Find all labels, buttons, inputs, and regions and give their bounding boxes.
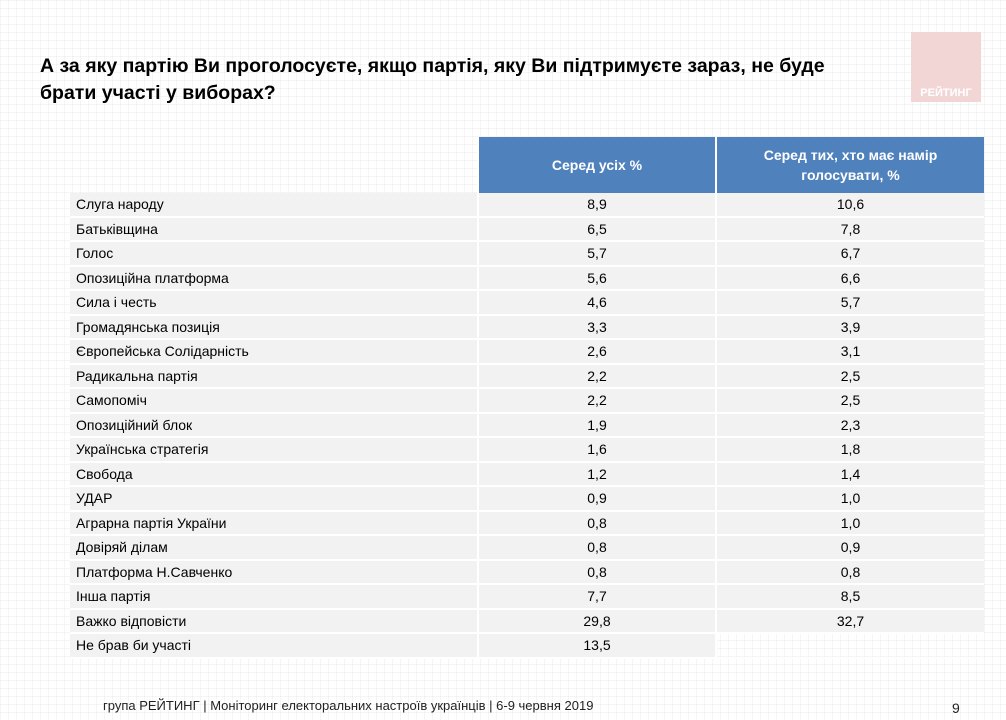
party-name: Важко відповісти [70,608,478,634]
value-all: 1,9 [477,412,716,438]
value-voters: 8,5 [715,584,984,610]
value-all: 2,2 [477,363,716,389]
table-row: Слуга народу 8,9 10,6 [70,193,984,218]
table-row: Свобода 1,2 1,4 [70,461,984,487]
table-row: Голос 5,7 6,7 [70,241,984,267]
table-row: Інша партія 7,7 8,5 [70,584,984,610]
party-name: Довіряй ділам [70,535,478,561]
value-voters [715,633,984,659]
value-voters: 0,8 [715,559,984,585]
value-voters: 6,6 [715,265,984,291]
party-name: Сила і честь [70,290,478,316]
value-all: 5,6 [477,265,716,291]
value-all: 1,6 [477,437,716,463]
value-all: 4,6 [477,290,716,316]
page-title: А за яку партію Ви проголосуєте, якщо па… [40,55,825,104]
table-row: Самопоміч 2,2 2,5 [70,388,984,414]
value-all: 0,8 [477,559,716,585]
party-name: Українська стратегія [70,437,478,463]
table-row: Не брав би участі 13,5 [70,633,984,659]
value-all: 0,9 [477,486,716,512]
value-all: 5,7 [477,241,716,267]
table-row: Аграрна партія України 0,8 1,0 [70,510,984,536]
table-row: Радикальна партія 2,2 2,5 [70,363,984,389]
table-row: Батьківщина 6,5 7,8 [70,216,984,242]
table-row: Сила і честь 4,6 5,7 [70,290,984,316]
table-row: Платформа Н.Савченко 0,8 0,8 [70,559,984,585]
value-voters: 2,3 [715,412,984,438]
results-table: Серед усіх % Серед тих, хто має намір го… [70,137,984,659]
rating-logo: РЕЙТИНГ [911,32,981,102]
value-all: 8,9 [477,193,716,218]
value-all: 3,3 [477,314,716,340]
party-name: Самопоміч [70,388,478,414]
party-name: Радикальна партія [70,363,478,389]
party-name: Опозиційний блок [70,412,478,438]
table-row: Європейська Солідарність 2,6 3,1 [70,339,984,365]
value-all: 0,8 [477,510,716,536]
table-row: УДАР 0,9 1,0 [70,486,984,512]
value-voters: 1,8 [715,437,984,463]
value-voters: 0,9 [715,535,984,561]
value-all: 13,5 [477,633,716,659]
party-name: Голос [70,241,478,267]
footer: група РЕЙТИНГ | Моніторинг електоральних… [103,698,594,713]
value-voters: 1,0 [715,486,984,512]
value-voters: 3,1 [715,339,984,365]
value-voters: 10,6 [715,193,984,218]
party-name: Інша партія [70,584,478,610]
value-all: 0,8 [477,535,716,561]
party-name: Опозиційна платформа [70,265,478,291]
table-row: Опозиційний блок 1,9 2,3 [70,412,984,438]
value-voters: 1,4 [715,461,984,487]
value-voters: 3,9 [715,314,984,340]
table-row: Громадянська позиція 3,3 3,9 [70,314,984,340]
table-row: Українська стратегія 1,6 1,8 [70,437,984,463]
value-voters: 5,7 [715,290,984,316]
party-name: Європейська Солідарність [70,339,478,365]
value-all: 1,2 [477,461,716,487]
party-name: Батьківщина [70,216,478,242]
value-voters: 2,5 [715,363,984,389]
value-voters: 2,5 [715,388,984,414]
party-name: Платформа Н.Савченко [70,559,478,585]
value-voters: 7,8 [715,216,984,242]
logo-text: РЕЙТИНГ [920,87,972,99]
party-name: Аграрна партія України [70,510,478,536]
table-row: Важко відповісти 29,8 32,7 [70,608,984,634]
table-row: Довіряй ділам 0,8 0,9 [70,535,984,561]
party-name: Слуга народу [70,193,478,218]
value-voters: 6,7 [715,241,984,267]
table-row: Опозиційна платформа 5,6 6,6 [70,265,984,291]
party-name: УДАР [70,486,478,512]
value-voters: 1,0 [715,510,984,536]
party-name: Свобода [70,461,478,487]
value-all: 2,2 [477,388,716,414]
page-number: 9 [952,700,960,716]
party-name: Громадянська позиція [70,314,478,340]
header-blank [70,137,478,193]
value-all: 6,5 [477,216,716,242]
header-all: Серед усіх % [477,137,716,193]
value-all: 29,8 [477,608,716,634]
value-all: 7,7 [477,584,716,610]
header-voters: Серед тих, хто має намір голосувати, % [715,137,984,193]
value-voters: 32,7 [715,608,984,634]
value-all: 2,6 [477,339,716,365]
party-name: Не брав би участі [70,633,478,659]
